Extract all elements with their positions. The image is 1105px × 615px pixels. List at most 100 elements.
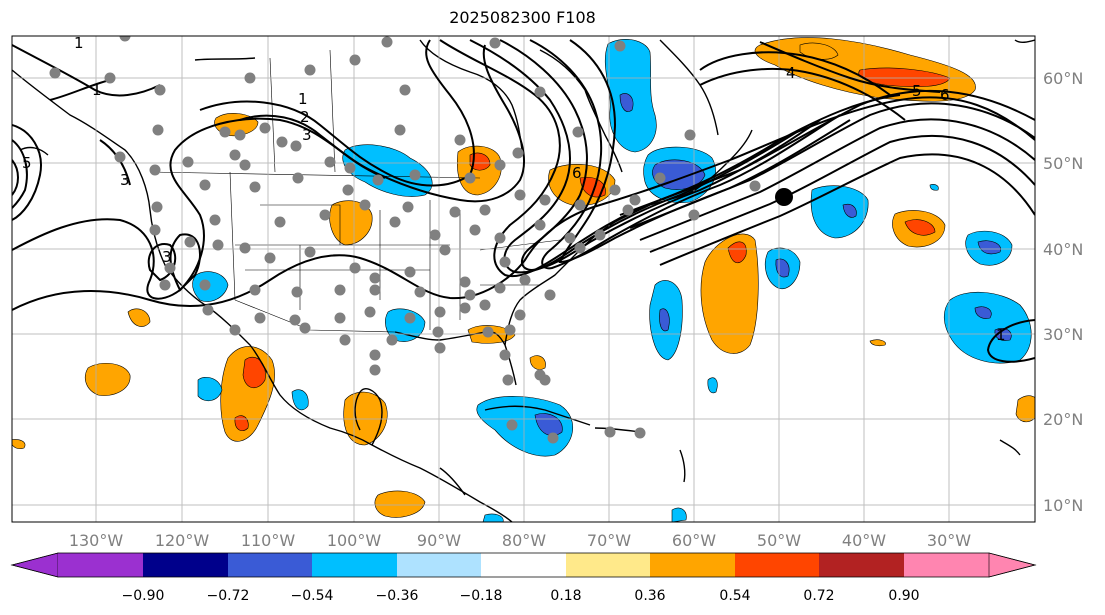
contour (49, 79, 111, 101)
station-dot (254, 312, 266, 324)
colorbar-label: 0.72 (803, 588, 834, 604)
colorbar: −0.90 −0.72 −0.54 −0.36 −0.18 0.18 0.36 … (10, 552, 1037, 604)
station-dot (539, 194, 551, 206)
lon-tick-label: 50°W (757, 531, 801, 550)
contour-label: 2 (300, 108, 310, 126)
contour (12, 139, 28, 209)
location-marker (775, 188, 793, 206)
station-dot (469, 224, 481, 236)
station-dot (464, 289, 476, 301)
station-dot (482, 326, 494, 338)
lat-tick-label: 50°N (1043, 154, 1083, 173)
station-dot (151, 201, 163, 213)
border (229, 171, 236, 301)
station-dot (574, 242, 586, 254)
station-dot (291, 286, 303, 298)
station-dot (749, 180, 761, 192)
colorbar-extend-high (988, 552, 1037, 578)
station-dot (304, 246, 316, 258)
contour-label: 5 (912, 82, 922, 100)
contour (649, 135, 1035, 253)
border (329, 49, 336, 173)
state-borders (149, 49, 561, 333)
coastline (539, 49, 623, 173)
station-dot (244, 72, 256, 84)
contour (659, 153, 1035, 266)
colorbar-cell (819, 553, 904, 577)
station-dot (494, 232, 506, 244)
station-dot (439, 244, 451, 256)
coastline (12, 69, 513, 522)
lon-tick-label: 110°W (241, 531, 296, 550)
map-content: 1 1 1 2 3 3 3 4 5 6 6 5 1 (12, 36, 1035, 522)
station-dot (434, 342, 446, 354)
station-dot (381, 36, 393, 48)
station-dot (299, 322, 311, 334)
station-dot (502, 374, 514, 386)
lon-tick-label: 40°W (842, 531, 886, 550)
station-dot (489, 37, 501, 49)
station-dot (164, 262, 176, 274)
lat-tick-label: 40°N (1043, 240, 1083, 259)
contour (12, 124, 42, 221)
colorbar-label: −0.18 (460, 588, 503, 604)
station-dot (414, 286, 426, 298)
contour-label: 1 (92, 81, 102, 99)
station-dot (432, 326, 444, 338)
shaded-anomalies (12, 37, 1035, 522)
contour-labels: 1 1 1 2 3 3 3 4 5 6 6 5 1 (22, 36, 1006, 344)
station-dot (369, 349, 381, 361)
station-dot (209, 214, 221, 226)
lon-tick-label: 120°W (155, 531, 210, 550)
station-dot (184, 236, 196, 248)
station-dot (349, 262, 361, 274)
anomaly-region (727, 241, 747, 264)
station-dot (479, 299, 491, 311)
coastline (19, 146, 49, 156)
station-dot (229, 324, 241, 336)
station-dot (572, 126, 584, 138)
station-dot (629, 194, 641, 206)
colorbar-cell (397, 553, 481, 577)
station-dot (409, 169, 421, 181)
lon-tick-label: 70°W (587, 531, 631, 550)
station-dot (449, 206, 461, 218)
contour (199, 39, 475, 187)
station-dot (389, 216, 401, 228)
anomaly-region (904, 219, 936, 236)
lon-tick-label: 30°W (927, 531, 971, 550)
station-dot (239, 159, 251, 171)
anomaly-region (1015, 395, 1035, 423)
station-markers (49, 36, 761, 444)
anomaly-region (943, 291, 1032, 364)
station-dot (202, 304, 214, 316)
coastline (354, 388, 383, 446)
anomaly-region (197, 377, 223, 402)
station-dot (359, 199, 371, 211)
station-dot (514, 189, 526, 201)
station-dot (604, 426, 616, 438)
station-dot (494, 159, 506, 171)
colorbar-label: −0.54 (291, 588, 334, 604)
colorbar-cell (143, 553, 228, 577)
station-dot (369, 284, 381, 296)
anomaly-region (671, 507, 687, 522)
anomaly-region (374, 490, 426, 518)
station-dot (547, 432, 559, 444)
lon-tick-label: 100°W (327, 531, 382, 550)
contour-label: 6 (572, 164, 582, 182)
station-dot (534, 86, 546, 98)
station-dot (199, 279, 211, 291)
contour-lines (12, 39, 1035, 363)
lat-tick-label: 30°N (1043, 325, 1083, 344)
lon-tick-label: 80°W (502, 531, 546, 550)
contour (147, 243, 177, 282)
contour (439, 39, 901, 278)
station-dot (114, 151, 126, 163)
station-dot (399, 84, 411, 96)
contour (529, 39, 841, 270)
anomaly-region (977, 240, 1001, 255)
colorbar-cell (228, 553, 312, 577)
station-dot (119, 36, 131, 42)
